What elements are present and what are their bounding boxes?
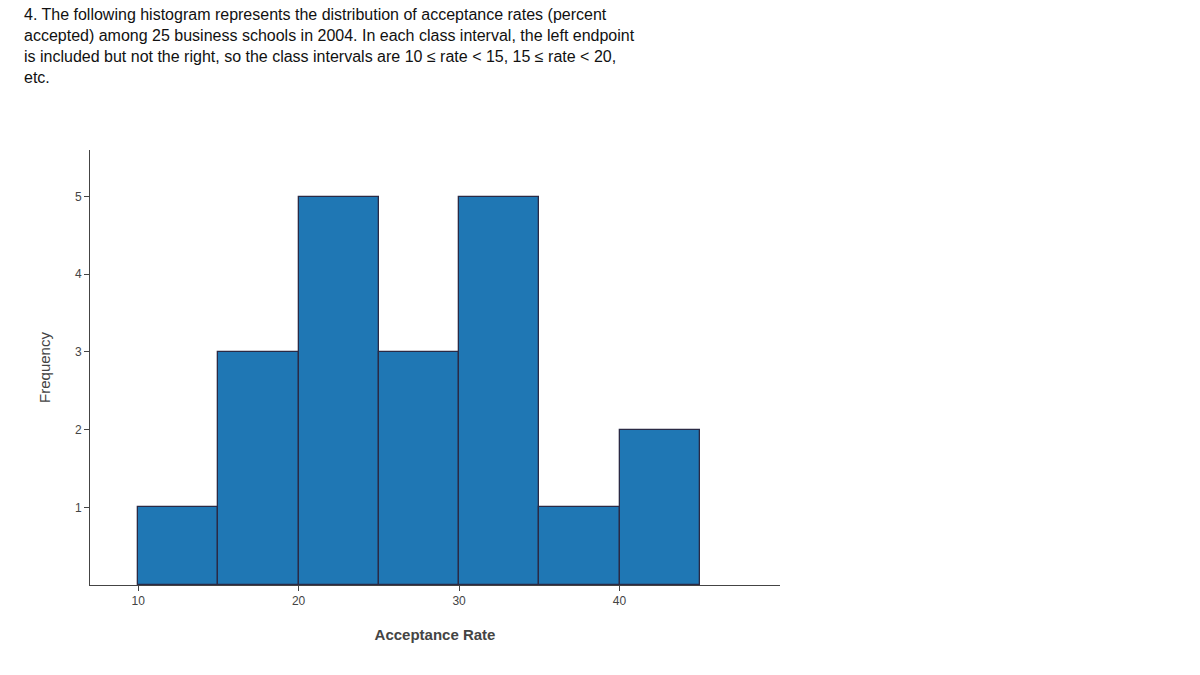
svg-text:Frequency: Frequency <box>36 332 53 403</box>
svg-text:4. The following histogram rep: 4. The following histogram represents th… <box>24 6 635 85</box>
svg-text:20: 20 <box>292 594 306 608</box>
svg-text:Acceptance Rate: Acceptance Rate <box>375 626 496 643</box>
svg-text:5: 5 <box>75 190 82 204</box>
svg-text:1: 1 <box>75 501 82 515</box>
svg-text:4: 4 <box>75 267 82 281</box>
svg-text:10: 10 <box>131 594 145 608</box>
svg-text:30: 30 <box>452 594 466 608</box>
svg-text:40: 40 <box>613 594 627 608</box>
svg-text:3: 3 <box>75 345 82 359</box>
svg-text:2: 2 <box>75 423 82 437</box>
